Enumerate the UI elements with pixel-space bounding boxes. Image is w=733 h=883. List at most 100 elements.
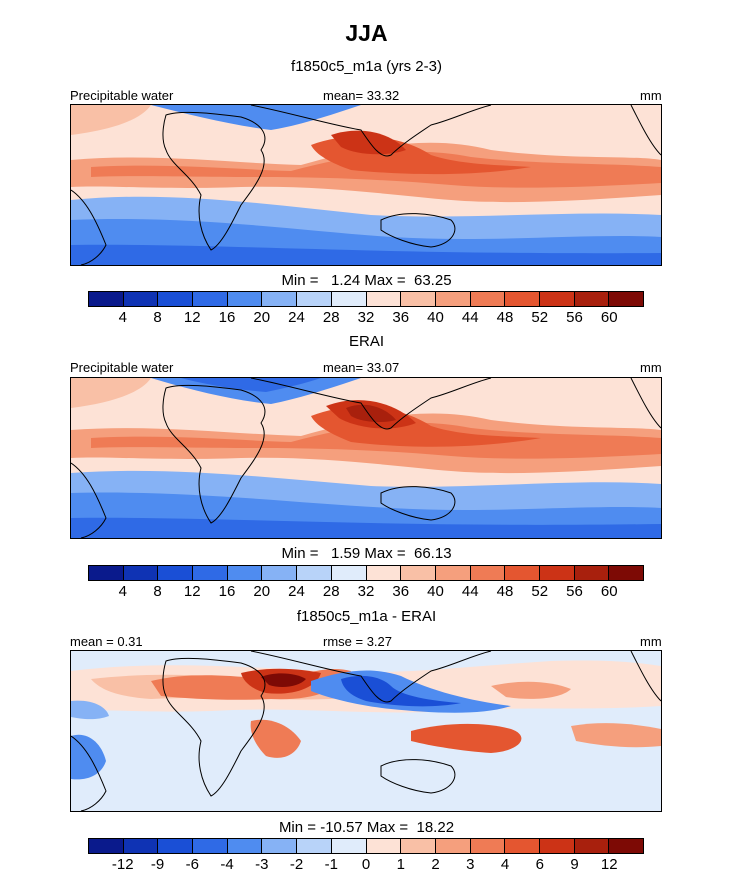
colorbar-tick-label: 36 xyxy=(392,309,410,326)
map-field xyxy=(181,378,321,392)
colorbar-tick-label: 8 xyxy=(153,309,162,326)
colorbar-tick-label: 52 xyxy=(531,583,549,600)
colorbar-swatch xyxy=(435,292,471,306)
colorbar-swatch xyxy=(89,292,124,306)
colorbar-swatch xyxy=(435,566,471,580)
colorbar-swatch xyxy=(297,839,332,853)
colorbar-tick-label: -1 xyxy=(324,856,338,873)
figure-title: JJA xyxy=(345,20,388,46)
colorbar-tick-label: 60 xyxy=(600,309,618,326)
colorbar-tick-label: 16 xyxy=(218,583,236,600)
colorbar-swatch xyxy=(331,839,367,853)
panel-1-minmax: Min = 1.24 Max = 63.25 xyxy=(281,272,452,289)
colorbar-swatch xyxy=(158,566,194,580)
colorbar-tick-label: 28 xyxy=(322,583,340,600)
panel-2-units-label: mm xyxy=(640,360,662,375)
panel-2-variable-label: Precipitable water xyxy=(70,360,174,375)
colorbar-swatch xyxy=(123,839,159,853)
colorbar-swatch xyxy=(227,566,263,580)
panel-1-map xyxy=(70,104,662,266)
colorbar-swatch xyxy=(401,839,436,853)
colorbar-tick-label: 8 xyxy=(153,583,162,600)
panel-2-minmax: Min = 1.59 Max = 66.13 xyxy=(281,545,452,562)
colorbar-tick-label: 20 xyxy=(253,309,271,326)
colorbar-tick-label: 28 xyxy=(322,309,340,326)
colorbar-swatch xyxy=(262,292,298,306)
colorbar-tick-label: -2 xyxy=(289,856,304,873)
colorbar-swatch xyxy=(193,839,228,853)
colorbar-swatch xyxy=(262,566,298,580)
colorbar-swatch xyxy=(193,292,228,306)
map-field xyxy=(250,719,301,758)
colorbar-tick-label: 40 xyxy=(427,309,444,326)
colorbar-tick-label: -6 xyxy=(185,856,199,873)
colorbar-swatch xyxy=(123,566,159,580)
panel-1-map-svg xyxy=(71,105,661,265)
colorbar-swatch xyxy=(89,566,124,580)
panel-3-colorbar xyxy=(88,838,644,854)
colorbar-tick-label: 4 xyxy=(118,309,127,326)
panel-3-rmse-label: rmse = 3.27 xyxy=(323,634,393,649)
panel-2-map xyxy=(70,377,662,539)
colorbar-tick-label: -12 xyxy=(111,856,134,873)
map-field xyxy=(71,244,661,265)
panel-2-colorbar-ticks: 4 8 12 16 20 24 28 32 36 40 44 48 52 56 … xyxy=(88,583,644,601)
panel-1-title: f1850c5_m1a (yrs 2-3) xyxy=(291,58,442,75)
colorbar-tick-label: 12 xyxy=(183,583,201,600)
panel-3-colorbar-ticks: -12 -9 -6 -4 -3 -2 -1 0 1 2 3 4 6 9 12 xyxy=(88,856,644,874)
map-field xyxy=(491,681,571,699)
panel-2-mean-label: mean= 33.07 xyxy=(323,360,400,375)
colorbar-swatch xyxy=(89,839,124,853)
map-field xyxy=(151,105,361,130)
colorbar-swatch xyxy=(123,292,159,306)
colorbar-swatch xyxy=(505,839,540,853)
panel-3-minmax: Min = -10.57 Max = 18.22 xyxy=(278,819,455,836)
colorbar-tick-label: 24 xyxy=(288,309,305,326)
panel-3-title: f1850c5_m1a - ERAI xyxy=(296,608,437,625)
colorbar-swatch xyxy=(609,292,643,306)
colorbar-tick-label: -4 xyxy=(220,856,234,873)
colorbar-swatch xyxy=(366,566,402,580)
colorbar-swatch xyxy=(297,566,332,580)
colorbar-tick-label: 24 xyxy=(288,583,305,600)
panel-2-title: ERAI xyxy=(348,333,384,350)
panel-3-mean-label: mean = 0.31 xyxy=(70,634,143,649)
colorbar-tick-label: 12 xyxy=(600,856,618,873)
colorbar-tick-label: 32 xyxy=(357,583,375,600)
colorbar-swatch xyxy=(539,839,575,853)
colorbar-swatch xyxy=(574,292,610,306)
panel-1-colorbar xyxy=(88,291,644,307)
colorbar-tick-label: 3 xyxy=(466,856,475,873)
colorbar-tick-label: 16 xyxy=(218,309,236,326)
colorbar-tick-label: 12 xyxy=(183,309,201,326)
map-field xyxy=(71,517,661,538)
colorbar-swatch xyxy=(574,839,610,853)
map-field xyxy=(571,723,661,748)
colorbar-swatch xyxy=(435,839,471,853)
colorbar-swatch xyxy=(539,566,575,580)
map-field xyxy=(71,105,151,135)
map-field xyxy=(411,723,522,753)
colorbar-tick-label: 1 xyxy=(396,856,405,873)
colorbar-swatch xyxy=(401,566,436,580)
colorbar-tick-label: 52 xyxy=(531,309,549,326)
map-field xyxy=(71,378,151,408)
map-field xyxy=(346,404,396,423)
colorbar-tick-label: 48 xyxy=(496,309,514,326)
colorbar-tick-label: 32 xyxy=(357,309,375,326)
panel-3-map-svg xyxy=(71,651,661,811)
colorbar-swatch xyxy=(609,566,643,580)
coastlines xyxy=(71,105,661,265)
colorbar-tick-label: 44 xyxy=(461,583,479,600)
colorbar-swatch xyxy=(193,566,228,580)
panel-1-variable-label: Precipitable water xyxy=(70,88,174,103)
panel-3-map xyxy=(70,650,662,812)
map-field xyxy=(331,130,406,155)
colorbar-tick-label: 48 xyxy=(496,583,514,600)
colorbar-tick-label: 40 xyxy=(427,583,444,600)
colorbar-swatch xyxy=(470,566,506,580)
colorbar-swatch xyxy=(366,292,402,306)
colorbar-swatch xyxy=(505,292,540,306)
colorbar-tick-label: 0 xyxy=(361,856,371,873)
colorbar-swatch xyxy=(539,292,575,306)
